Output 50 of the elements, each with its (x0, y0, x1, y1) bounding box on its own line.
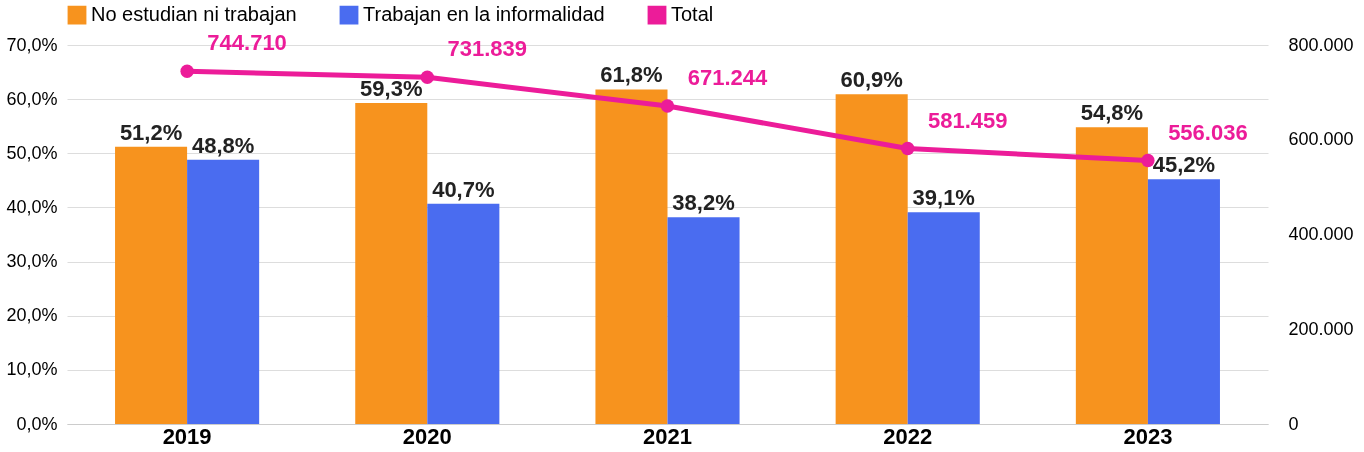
data-label: 744.710 (207, 30, 287, 56)
bar (427, 203, 500, 424)
point (660, 99, 675, 113)
point (420, 70, 435, 84)
y2-tick-label: 200.000 (1288, 318, 1354, 339)
y-tick-label: 0,0% (16, 413, 58, 434)
y-tick-label: 70,0% (6, 34, 58, 55)
x-tick-label: 2023 (1123, 423, 1173, 449)
y-tick-label: 50,0% (6, 142, 58, 163)
data-label: 40,7% (432, 176, 495, 202)
y2-tick-label: 0 (1288, 413, 1299, 434)
data-label: 48,8% (191, 132, 255, 158)
data-label: 54,8% (1080, 100, 1144, 126)
legend-label: Trabajan en la informalidad (363, 3, 605, 26)
bar (595, 89, 668, 424)
y2-tick-label: 600.000 (1288, 129, 1354, 150)
bar (187, 159, 260, 424)
data-label: 731.839 (447, 36, 528, 62)
data-label: 59,3% (360, 75, 423, 101)
bar (907, 212, 980, 424)
y-tick-label: 40,0% (6, 196, 58, 217)
bar (1075, 127, 1148, 424)
point (180, 64, 194, 78)
data-label: 556.036 (1168, 119, 1248, 145)
data-label: 45,2% (1152, 152, 1216, 178)
y-tick-label: 10,0% (6, 359, 58, 380)
data-label: 39,1% (912, 185, 975, 211)
bar (355, 102, 428, 424)
y-tick-label: 20,0% (6, 305, 58, 326)
bar (115, 146, 188, 424)
x-tick-label: 2022 (883, 423, 933, 449)
bar (835, 94, 908, 424)
x-tick-label: 2019 (162, 423, 212, 449)
y2-tick-label: 800.000 (1288, 34, 1354, 55)
x-tick-label: 2021 (643, 423, 692, 449)
point (900, 141, 915, 156)
bar (1147, 179, 1220, 424)
legend-label: Total (671, 3, 714, 26)
data-label: 51,2% (119, 119, 183, 145)
data-label: 38,2% (672, 190, 735, 216)
data-label: 581.459 (927, 107, 1008, 133)
data-label: 671.244 (687, 65, 769, 90)
x-tick-label: 2020 (402, 423, 452, 449)
data-label: 61,8% (600, 62, 663, 88)
y-tick-label: 60,0% (6, 88, 58, 109)
bar (667, 217, 740, 424)
data-label: 60,9% (840, 67, 903, 93)
y-tick-label: 30,0% (6, 251, 58, 272)
legend-label: No estudian ni trabajan (91, 3, 297, 26)
y2-tick-label: 400.000 (1288, 224, 1354, 244)
